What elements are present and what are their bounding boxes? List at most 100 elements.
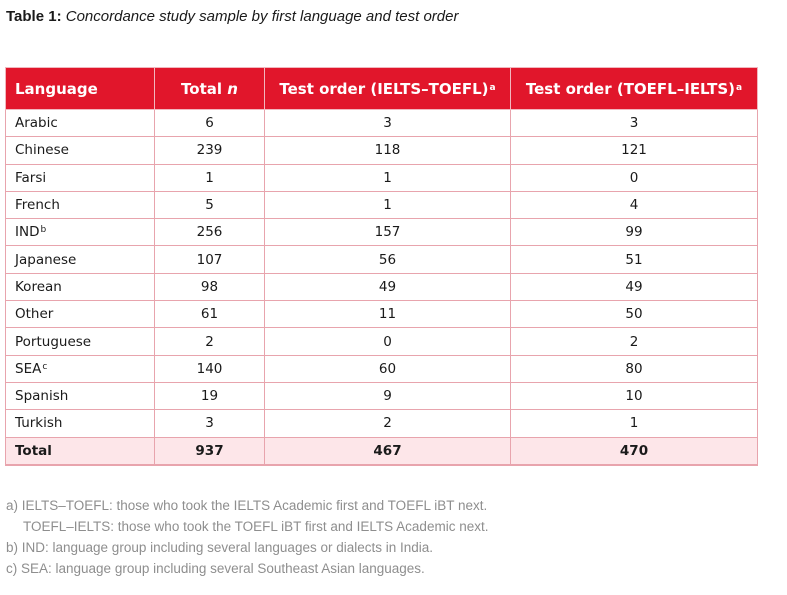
language-name: Chinese: [15, 142, 69, 159]
table-row: Arabic 6 3 3: [5, 108, 758, 138]
cell-total: 3: [154, 409, 265, 438]
footnote-a-continued: TOEFL–IELTS: those who took the TOEFL iB…: [23, 519, 489, 534]
footnote-b: b) IND: language group including several…: [6, 540, 434, 555]
cell-ielts-toefl: 56: [264, 245, 511, 274]
cell-toefl-ielts: 121: [510, 136, 758, 165]
cell-ielts-toefl: 11: [264, 300, 511, 329]
table-row: Korean 98 49 49: [5, 272, 758, 302]
cell-language: INDb: [5, 218, 155, 247]
caption-text: Concordance study sample by first langua…: [65, 8, 459, 25]
language-name: SEA: [15, 360, 42, 377]
language-name: Portuguese: [15, 333, 92, 350]
total-toefl-ielts: 470: [510, 436, 758, 466]
cell-language: Other: [5, 300, 155, 329]
header-toefl-ielts-footnote: a: [736, 82, 743, 93]
language-name: French: [15, 197, 60, 214]
cell-ielts-toefl: 49: [264, 272, 511, 302]
table-row: Japanese 107 56 51: [5, 245, 758, 274]
header-toefl-ielts: Test order (TOEFL–IELTS)a: [510, 67, 758, 110]
cell-language: Portuguese: [5, 327, 155, 356]
table-caption: Table 1: Concordance study sample by fir…: [6, 8, 458, 26]
cell-language: Japanese: [5, 245, 155, 274]
cell-toefl-ielts: 99: [510, 218, 758, 247]
cell-toefl-ielts: 2: [510, 327, 758, 356]
header-toefl-ielts-label: Test order (TOEFL–IELTS): [525, 79, 736, 98]
cell-ielts-toefl: 1: [264, 163, 511, 192]
concordance-table: Language Total n Test order (IELTS–TOEFL…: [5, 67, 758, 466]
cell-total: 256: [154, 218, 265, 247]
header-ielts-toefl: Test order (IELTS–TOEFL)a: [264, 67, 511, 110]
table-row: Chinese 239 118 121: [5, 136, 758, 165]
cell-total: 1: [154, 163, 265, 192]
cell-language: Spanish: [5, 381, 155, 411]
cell-toefl-ielts: 4: [510, 190, 758, 220]
cell-total: 5: [154, 190, 265, 220]
language-name: Farsi: [15, 169, 47, 186]
cell-ielts-toefl: 9: [264, 381, 511, 411]
cell-ielts-toefl: 118: [264, 136, 511, 165]
cell-ielts-toefl: 3: [264, 108, 511, 138]
cell-total: 140: [154, 354, 265, 383]
cell-toefl-ielts: 3: [510, 108, 758, 138]
table-row: SEAc 140 60 80: [5, 354, 758, 383]
cell-total: 61: [154, 300, 265, 329]
header-ielts-toefl-footnote: a: [489, 82, 496, 93]
footnotes: a) IELTS–TOEFL: those who took the IELTS…: [6, 495, 488, 579]
cell-toefl-ielts: 1: [510, 409, 758, 438]
footnote-marker: c: [42, 361, 48, 372]
language-name: Japanese: [15, 251, 77, 268]
cell-language: Korean: [5, 272, 155, 302]
cell-language: SEAc: [5, 354, 155, 383]
cell-total: 107: [154, 245, 265, 274]
cell-toefl-ielts: 0: [510, 163, 758, 192]
footnote-a: a) IELTS–TOEFL: those who took the IELTS…: [6, 498, 488, 513]
cell-ielts-toefl: 0: [264, 327, 511, 356]
cell-toefl-ielts: 49: [510, 272, 758, 302]
cell-toefl-ielts: 10: [510, 381, 758, 411]
header-total: Total n: [154, 67, 265, 110]
cell-toefl-ielts: 80: [510, 354, 758, 383]
table-row: Spanish 19 9 10: [5, 381, 758, 411]
table-row: Portuguese 2 0 2: [5, 327, 758, 356]
language-name: Other: [15, 306, 54, 323]
table-row: Farsi 1 1 0: [5, 163, 758, 192]
cell-language: Chinese: [5, 136, 155, 165]
cell-language: Farsi: [5, 163, 155, 192]
cell-ielts-toefl: 1: [264, 190, 511, 220]
cell-total: 6: [154, 108, 265, 138]
cell-total: 2: [154, 327, 265, 356]
header-total-prefix: Total: [181, 79, 228, 98]
cell-total: 239: [154, 136, 265, 165]
header-total-n: n: [227, 79, 238, 98]
cell-toefl-ielts: 51: [510, 245, 758, 274]
cell-total: 98: [154, 272, 265, 302]
total-ielts-toefl: 467: [264, 436, 511, 466]
header-language: Language: [5, 67, 155, 110]
cell-language: Turkish: [5, 409, 155, 438]
cell-toefl-ielts: 50: [510, 300, 758, 329]
cell-language: Arabic: [5, 108, 155, 138]
table-row: French 5 1 4: [5, 190, 758, 220]
language-name: Arabic: [15, 115, 58, 132]
header-ielts-toefl-label: Test order (IELTS–TOEFL): [279, 79, 489, 98]
language-name: Spanish: [15, 388, 69, 405]
total-row: Total 937 467 470: [5, 436, 758, 466]
language-name: Korean: [15, 278, 62, 295]
cell-total: 19: [154, 381, 265, 411]
total-label: Total: [5, 436, 155, 466]
cell-ielts-toefl: 2: [264, 409, 511, 438]
header-row: Language Total n Test order (IELTS–TOEFL…: [5, 67, 758, 110]
language-name: Turkish: [15, 415, 63, 432]
table-row: Turkish 3 2 1: [5, 409, 758, 438]
table-row: INDb 256 157 99: [5, 218, 758, 247]
cell-language: French: [5, 190, 155, 220]
total-total: 937: [154, 436, 265, 466]
language-name: IND: [15, 224, 40, 241]
table-row: Other 61 11 50: [5, 300, 758, 329]
cell-ielts-toefl: 157: [264, 218, 511, 247]
caption-label: Table 1:: [6, 8, 62, 25]
cell-ielts-toefl: 60: [264, 354, 511, 383]
footnote-marker: b: [40, 225, 47, 236]
table-body: Arabic 6 3 3 Chinese 239 118 121 Farsi 1 1 0 French 5…: [5, 108, 758, 466]
footnote-c: c) SEA: language group including several…: [6, 561, 425, 576]
